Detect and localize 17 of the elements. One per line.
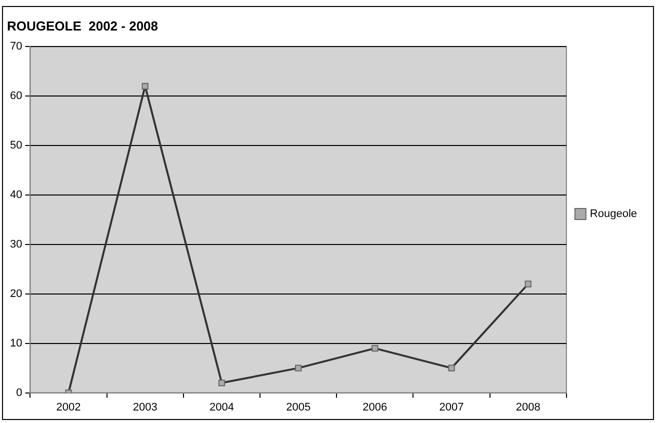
y-tick-label: 10 <box>10 337 22 350</box>
x-tick-label: 2008 <box>516 401 540 414</box>
y-tick-label: 30 <box>10 238 22 250</box>
chart-title: ROUGEOLE 2002 - 2008 <box>7 18 158 34</box>
x-tick-label: 2005 <box>286 401 311 414</box>
legend-label: Rougeole <box>590 208 637 220</box>
y-tick-label: 60 <box>10 90 22 102</box>
y-tick-label: 20 <box>10 288 22 300</box>
x-tick-label: 2002 <box>56 401 81 414</box>
y-tick-label: 50 <box>10 140 22 152</box>
x-tick-label: 2006 <box>362 401 388 414</box>
x-tick-label: 2003 <box>132 401 158 414</box>
x-tick-label: 2007 <box>439 401 464 414</box>
y-tick-label: 0 <box>16 386 22 399</box>
y-tick-label: 40 <box>10 189 22 202</box>
x-tick-label: 2004 <box>209 401 234 414</box>
y-tick-label: 70 <box>10 40 22 53</box>
